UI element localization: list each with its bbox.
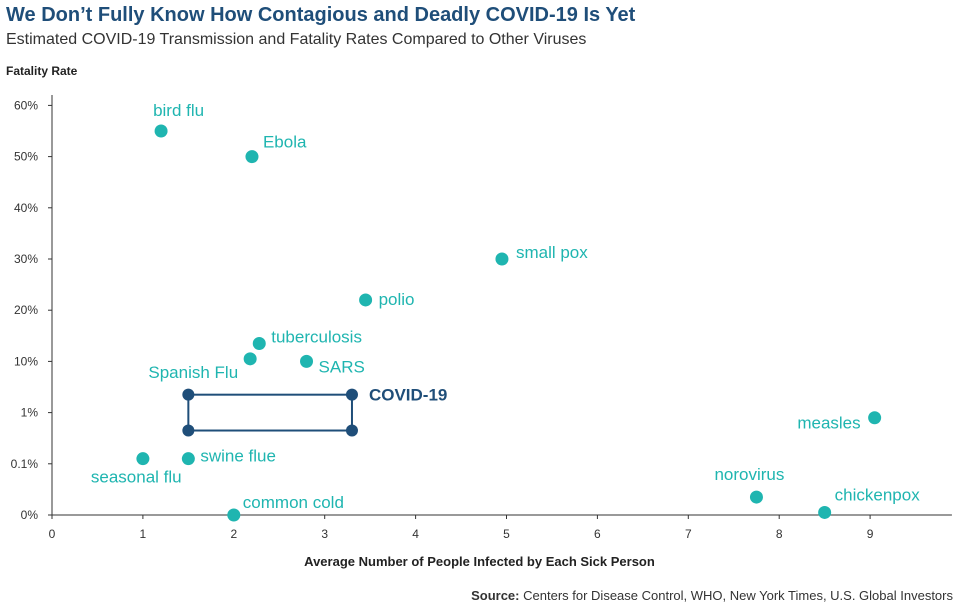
covid-label: COVID-19 xyxy=(369,386,447,405)
data-label: chickenpox xyxy=(835,485,921,504)
covid-corner-point xyxy=(345,424,358,437)
data-label: swine flue xyxy=(200,447,276,466)
data-point-spanish-flu xyxy=(243,352,257,366)
data-point-seasonal-flu xyxy=(136,452,150,466)
x-tick-label: 2 xyxy=(230,527,237,541)
y-tick-label: 60% xyxy=(14,98,38,112)
y-tick-label: 20% xyxy=(14,303,38,317)
chart-title: We Don’t Fully Know How Contagious and D… xyxy=(6,4,636,26)
y-tick-label: 1% xyxy=(21,406,39,420)
covid-corner-point xyxy=(182,424,195,437)
data-point-bird-flu xyxy=(154,124,168,138)
data-label: tuberculosis xyxy=(271,327,362,346)
x-tick-label: 9 xyxy=(867,527,874,541)
data-point-swine-flue xyxy=(181,452,195,466)
source-text: Centers for Disease Control, WHO, New Yo… xyxy=(523,588,953,603)
x-tick-label: 8 xyxy=(776,527,783,541)
y-tick-label: 0% xyxy=(21,508,39,522)
x-tick-label: 4 xyxy=(412,527,419,541)
data-label: norovirus xyxy=(714,465,784,484)
data-label: seasonal flu xyxy=(91,468,182,487)
data-label: small pox xyxy=(516,243,588,262)
covid-range-box xyxy=(187,393,353,432)
data-point-sars xyxy=(300,354,314,368)
data-label: Ebola xyxy=(263,133,307,152)
y-tick-label: 0.1% xyxy=(11,457,39,471)
data-label: SARS xyxy=(319,357,365,376)
covid-corner-point xyxy=(182,388,195,401)
data-point-small-pox xyxy=(495,252,509,266)
y-axis-label: Fatality Rate xyxy=(6,64,78,78)
y-tick-label: 50% xyxy=(14,150,38,164)
covid-corner-point xyxy=(345,388,358,401)
data-label: Spanish Flu xyxy=(148,363,238,382)
chart-subtitle: Estimated COVID-19 Transmission and Fata… xyxy=(6,31,587,48)
data-point-common-cold xyxy=(227,508,241,522)
data-label: polio xyxy=(379,290,415,309)
source-label: Source: xyxy=(471,588,520,603)
data-label: common cold xyxy=(243,493,344,512)
data-label: measles xyxy=(797,414,860,433)
x-axis-label: Average Number of People Infected by Eac… xyxy=(304,554,655,569)
x-tick-label: 5 xyxy=(503,527,510,541)
source-note: Source: Centers for Disease Control, WHO… xyxy=(471,588,953,603)
x-tick-label: 0 xyxy=(49,527,56,541)
x-tick-label: 7 xyxy=(685,527,692,541)
x-tick-label: 6 xyxy=(594,527,601,541)
x-tick-label: 3 xyxy=(321,527,328,541)
data-point-tuberculosis xyxy=(252,336,266,350)
y-tick-label: 10% xyxy=(14,354,38,368)
data-point-ebola xyxy=(245,150,259,164)
data-point-measles xyxy=(868,411,882,425)
data-label: bird flu xyxy=(153,101,204,120)
data-point-chickenpox xyxy=(818,505,832,519)
data-point-polio xyxy=(359,293,373,307)
y-tick-label: 30% xyxy=(14,252,38,266)
x-tick-label: 1 xyxy=(140,527,147,541)
y-tick-label: 40% xyxy=(14,201,38,215)
data-point-norovirus xyxy=(749,490,763,504)
